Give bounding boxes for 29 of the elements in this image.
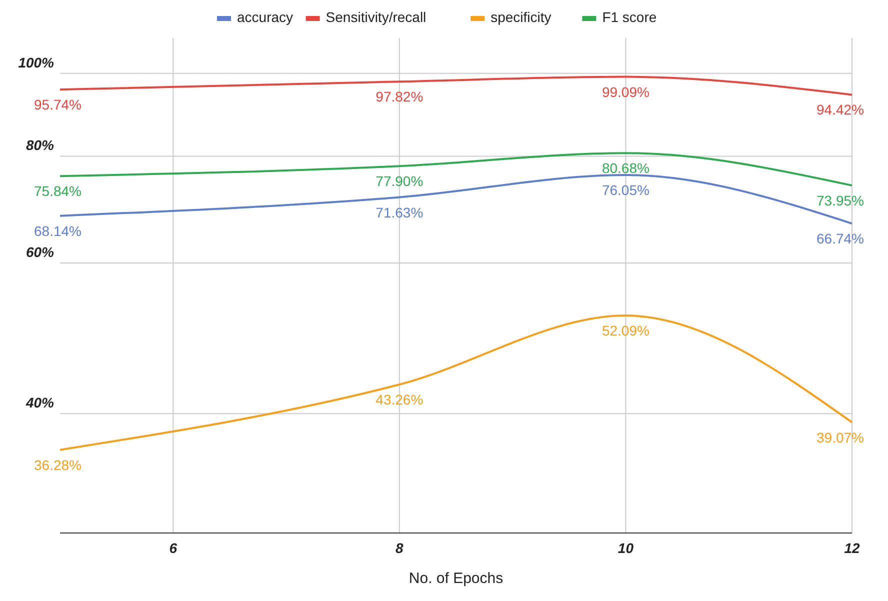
legend-label: accuracy xyxy=(237,9,294,25)
x-tick-label: 6 xyxy=(169,540,178,556)
data-label: 77.90% xyxy=(376,173,424,190)
y-tick-label: 80% xyxy=(26,137,55,154)
x-tick-label: 10 xyxy=(618,540,634,556)
data-label: 99.09% xyxy=(602,84,650,100)
y-tick-label: 100% xyxy=(18,54,55,70)
data-label: 95.74% xyxy=(34,96,82,113)
x-tick-label: 8 xyxy=(396,540,404,556)
legend-label: F1 score xyxy=(602,9,657,25)
data-label: 66.74% xyxy=(816,230,864,247)
data-label: 97.82% xyxy=(376,88,424,105)
legend-label: Sensitivity/recall xyxy=(326,9,426,25)
data-label: 76.05% xyxy=(602,182,650,198)
data-label: 80.68% xyxy=(602,160,650,176)
x-axis-title: No. of Epochs xyxy=(408,570,504,587)
y-tick-label: 40% xyxy=(24,394,55,411)
legend-label: specificity xyxy=(490,9,552,25)
data-label: 75.84% xyxy=(34,183,82,200)
data-label: 73.95% xyxy=(816,192,864,208)
data-label: 39.07% xyxy=(816,429,864,446)
y-tick-label: 60% xyxy=(26,244,55,260)
data-label: 94.42% xyxy=(816,102,864,118)
data-label: 43.26% xyxy=(376,392,424,408)
data-label: 36.28% xyxy=(34,456,82,473)
data-label: 52.09% xyxy=(602,322,650,339)
data-label: 68.14% xyxy=(34,222,82,239)
data-label: 71.63% xyxy=(376,204,424,220)
x-tick-label: 12 xyxy=(844,540,860,556)
